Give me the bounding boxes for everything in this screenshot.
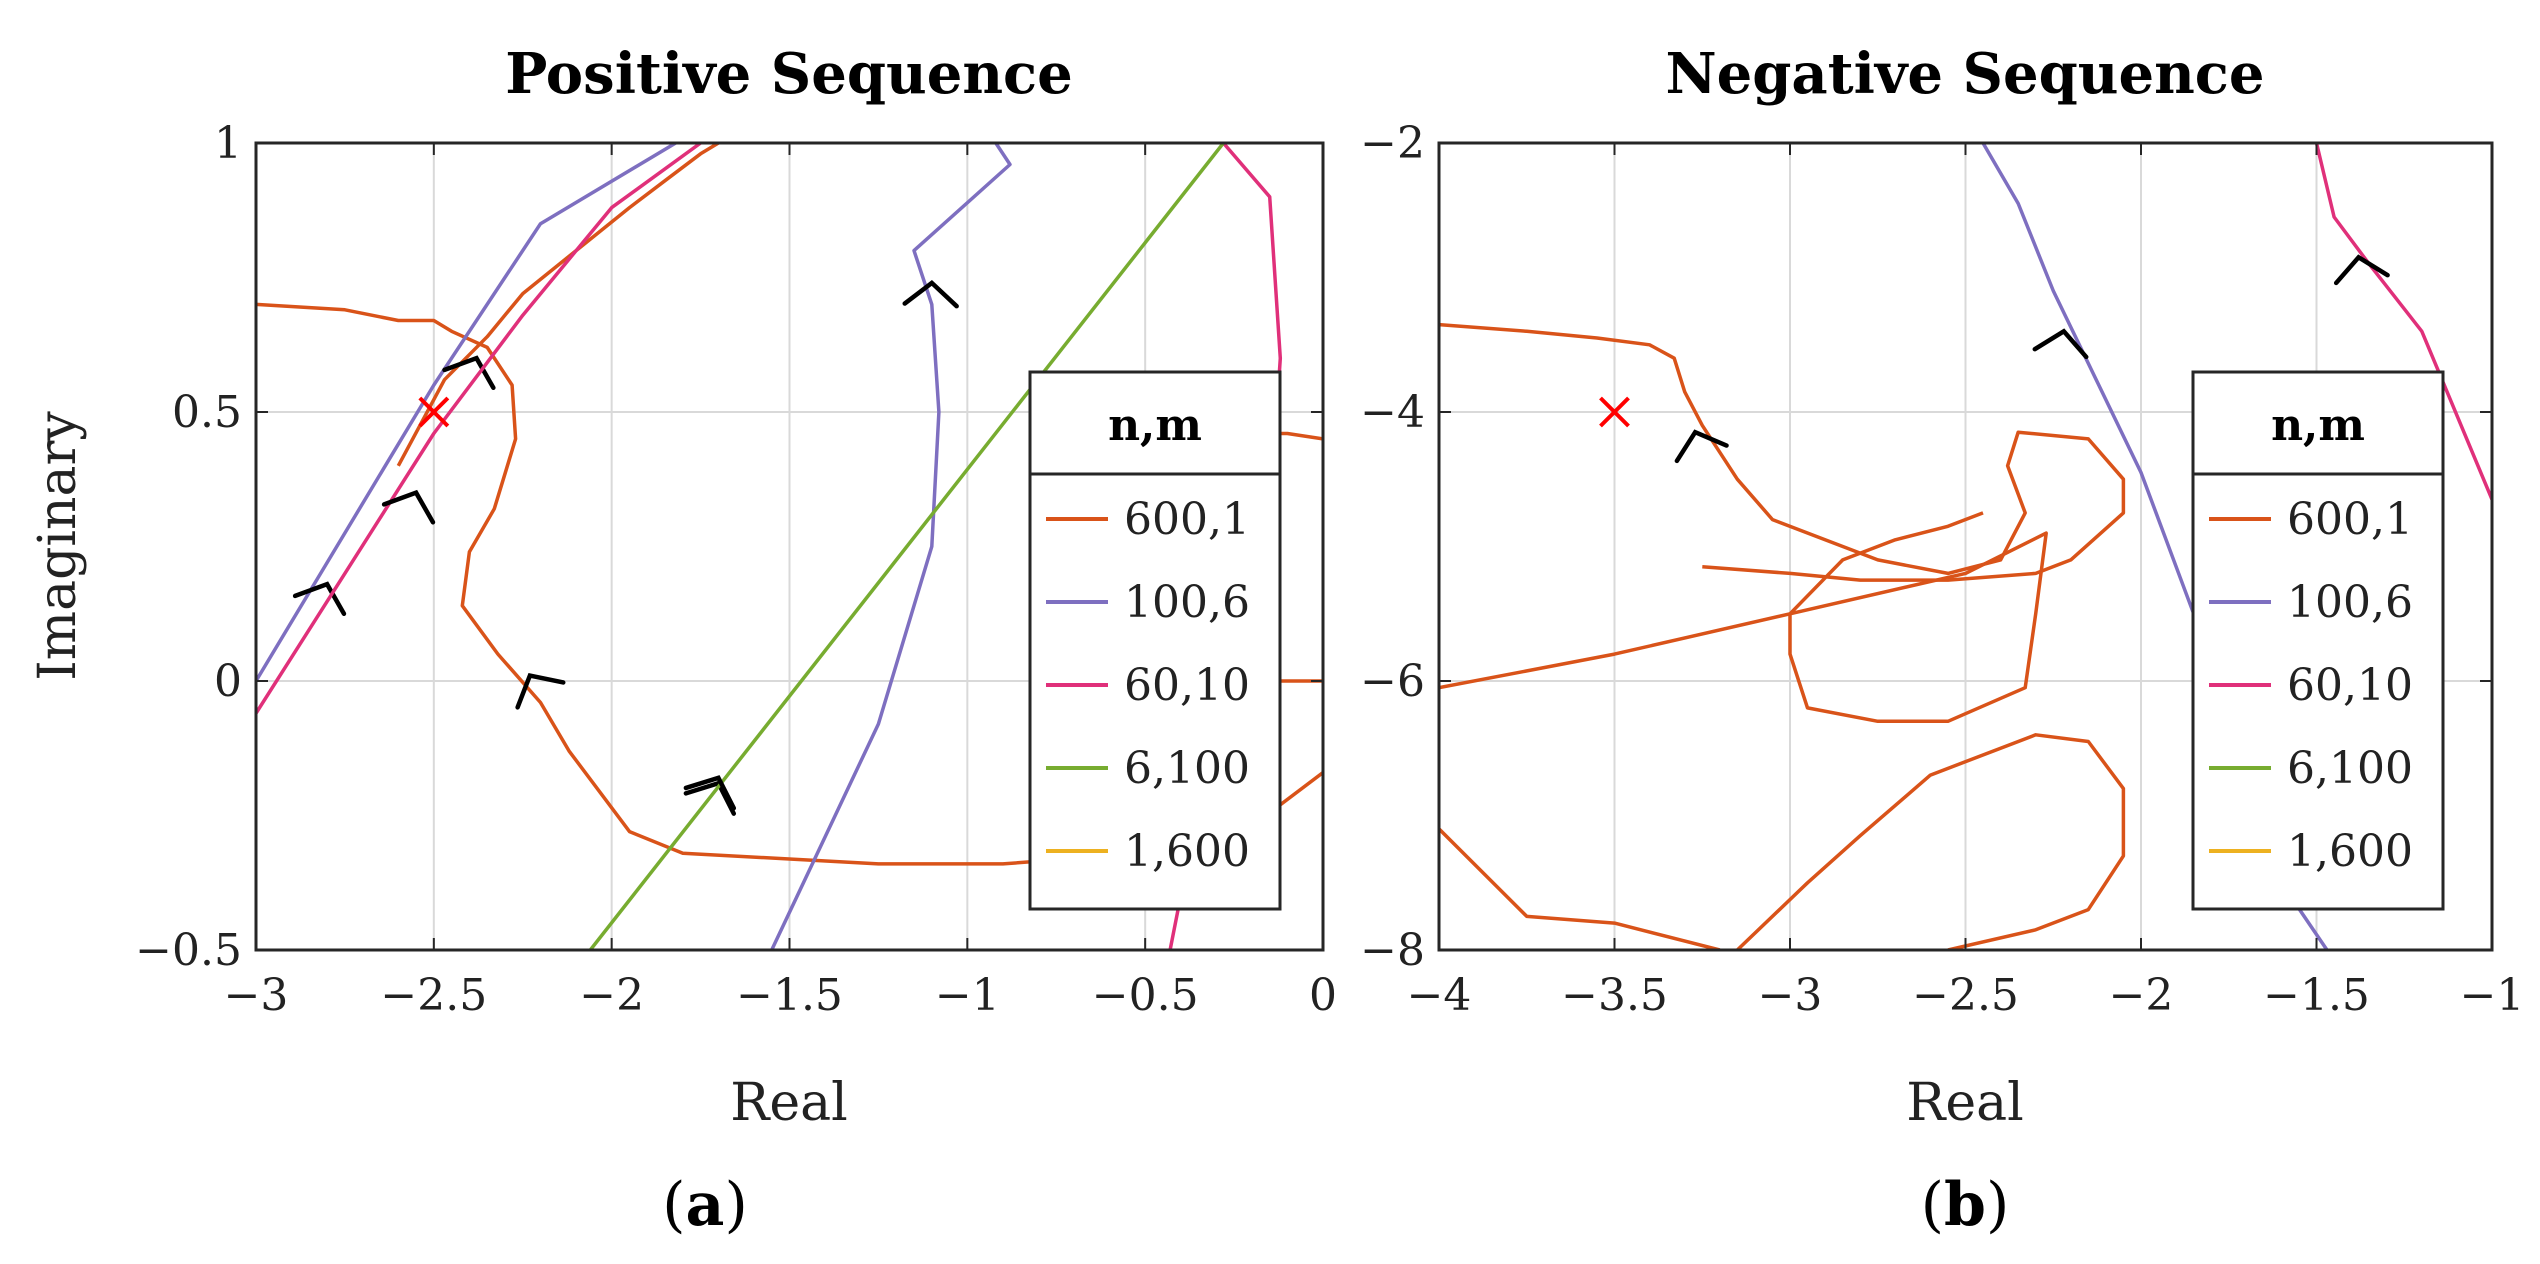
series-line-6-100 [588,143,1225,950]
panel-positive-sequence: Positive Sequence −3 −2.5 −2 −1.5 −1 −0.5 0 −0.… [28,41,1337,1240]
legend-entry: 60,10 [1124,660,1250,711]
y-tick-label: −6 [1360,656,1425,707]
marker-x-icon [418,396,450,428]
caption-b: (b) [1921,1170,2010,1240]
x-tick-label: −1 [2460,970,2525,1021]
y-tick-label: −2 [1360,118,1425,169]
y-tick-label: −4 [1360,387,1425,438]
axes-box [254,141,1325,952]
y-tick-label: −0.5 [135,925,242,976]
direction-arrow-icon [902,279,959,309]
y-axis-label: Imaginary [28,411,88,681]
series-line-60-10 [256,143,702,715]
legend-entry: 600,1 [1124,494,1250,545]
legend-entry: 100,6 [1124,577,1250,628]
series-line-100-6 [256,143,677,682]
x-tick-label: −3.5 [1561,970,1668,1021]
x-tick-label: −3 [224,970,289,1021]
direction-arrow-icon [2333,254,2390,286]
ticks: −3 −2.5 −2 −1.5 −1 −0.5 0 −0.5 0 0.5 1 [135,118,1337,1021]
x-tick-label: −4 [1407,970,1472,1021]
direction-arrow-icon [442,355,496,391]
x-tick-label: −2.5 [380,970,487,1021]
legend-entry: 1,600 [2287,826,2413,877]
legend-entry: 6,100 [2287,743,2413,794]
ticks: −4 −3.5 −3 −2.5 −2 −1.5 −1 −8 −6 −4 −2 [1360,118,2524,1021]
y-tick-label: 0.5 [172,387,242,438]
x-tick-label: −0.5 [1092,970,1199,1021]
direction-arrow-icon [381,489,436,525]
series-line-600-1 [1736,733,2126,950]
series-line-600-1 [256,302,1323,866]
chart-title: Positive Sequence [505,41,1073,107]
axes-box [1437,141,2494,952]
x-tick-label: −1.5 [2263,970,2370,1021]
legend: n,m 600,1 100,6 60,10 6,100 1,600 [2191,370,2445,911]
legend-title: n,m [1108,400,1202,451]
legend-entry: 100,6 [2287,577,2413,628]
legend-box [1028,370,1282,911]
x-tick-label: −2.5 [1912,970,2019,1021]
legend-entry: 1,600 [1124,826,1250,877]
direction-arrow-icon [515,673,566,710]
x-tick-label: −1.5 [736,970,843,1021]
series-line-600-1 [1439,322,2126,582]
series-line-100-6 [770,143,1012,950]
x-tick-label: −2 [579,970,644,1021]
x-axis-label: Real [1906,1073,2024,1133]
x-tick-label: 0 [1309,970,1337,1021]
series-line-600-1 [1439,827,1721,950]
x-tick-label: −3 [1758,970,1823,1021]
y-tick-label: 1 [214,118,242,169]
y-tick-label: 0 [214,656,242,707]
direction-arrow-icon [683,780,737,816]
direction-arrow-icon [2032,328,2089,360]
marker-x-icon [1599,396,1630,428]
direction-arrow-icon [292,581,347,617]
legend-entry: 60,10 [2287,660,2413,711]
x-tick-label: −1 [935,970,1000,1021]
caption-a: (a) [662,1170,748,1240]
direction-arrow-icon [1674,429,1729,464]
legend: n,m 600,1 100,6 60,10 6,100 1,600 [1028,370,1282,911]
y-tick-label: −8 [1360,925,1425,976]
x-tick-label: −2 [2109,970,2174,1021]
direction-arrow-icon [683,775,737,811]
x-axis-label: Real [730,1073,848,1133]
panel-negative-sequence: Negative Sequence −4 −3.5 −3 −2.5 −2 −1.5 −1 −8… [1360,41,2524,1240]
legend-box [2191,370,2445,911]
chart-title: Negative Sequence [1665,41,2264,107]
legend-entry: 6,100 [1124,743,1250,794]
legend-entry: 600,1 [2287,494,2413,545]
series-line-600-1 [1439,511,2048,724]
legend-title: n,m [2271,400,2365,451]
